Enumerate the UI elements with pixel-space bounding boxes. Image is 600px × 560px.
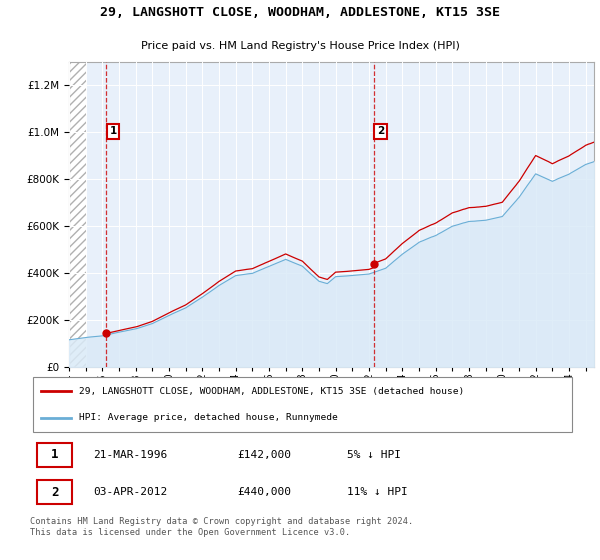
Text: £440,000: £440,000 <box>238 487 292 497</box>
Text: 5% ↓ HPI: 5% ↓ HPI <box>347 450 401 460</box>
Text: 1: 1 <box>109 127 116 137</box>
Text: Contains HM Land Registry data © Crown copyright and database right 2024.
This d: Contains HM Land Registry data © Crown c… <box>30 517 413 536</box>
FancyBboxPatch shape <box>37 443 72 467</box>
FancyBboxPatch shape <box>33 377 572 432</box>
Text: 29, LANGSHOTT CLOSE, WOODHAM, ADDLESTONE, KT15 3SE (detached house): 29, LANGSHOTT CLOSE, WOODHAM, ADDLESTONE… <box>79 386 464 395</box>
Text: 2: 2 <box>377 127 384 137</box>
Bar <box>69 62 86 367</box>
Text: £142,000: £142,000 <box>238 450 292 460</box>
Text: 11% ↓ HPI: 11% ↓ HPI <box>347 487 407 497</box>
Text: Price paid vs. HM Land Registry's House Price Index (HPI): Price paid vs. HM Land Registry's House … <box>140 41 460 51</box>
Text: 2: 2 <box>51 486 58 498</box>
Text: HPI: Average price, detached house, Runnymede: HPI: Average price, detached house, Runn… <box>79 413 338 422</box>
Text: 21-MAR-1996: 21-MAR-1996 <box>93 450 167 460</box>
Text: 1: 1 <box>51 449 58 461</box>
FancyBboxPatch shape <box>37 480 72 504</box>
Text: 03-APR-2012: 03-APR-2012 <box>93 487 167 497</box>
Text: 29, LANGSHOTT CLOSE, WOODHAM, ADDLESTONE, KT15 3SE: 29, LANGSHOTT CLOSE, WOODHAM, ADDLESTONE… <box>100 6 500 20</box>
